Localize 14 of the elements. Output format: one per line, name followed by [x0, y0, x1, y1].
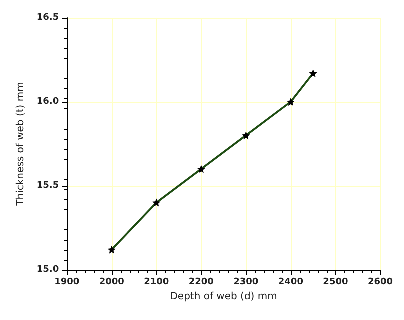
- y-tick-label: 15.5: [36, 181, 60, 191]
- x-axis-title: Depth of web (d) mm: [170, 292, 278, 302]
- x-tick-label: 2400: [278, 278, 304, 288]
- x-tick-label: 2300: [234, 278, 259, 288]
- x-tick-label: 2000: [99, 278, 124, 288]
- x-tick-label: 2600: [368, 278, 394, 288]
- y-axis-title: Thickness of web (t) mm: [16, 82, 26, 207]
- x-tick-label: 2500: [323, 278, 348, 288]
- y-tick-label: 16.5: [36, 13, 60, 23]
- x-tick-label: 2200: [188, 278, 214, 288]
- x-tick-label: 1900: [54, 278, 80, 288]
- y-tick-label: 15.0: [36, 265, 60, 275]
- y-tick-label: 16.0: [36, 97, 60, 107]
- x-tick-label: 2100: [144, 278, 170, 288]
